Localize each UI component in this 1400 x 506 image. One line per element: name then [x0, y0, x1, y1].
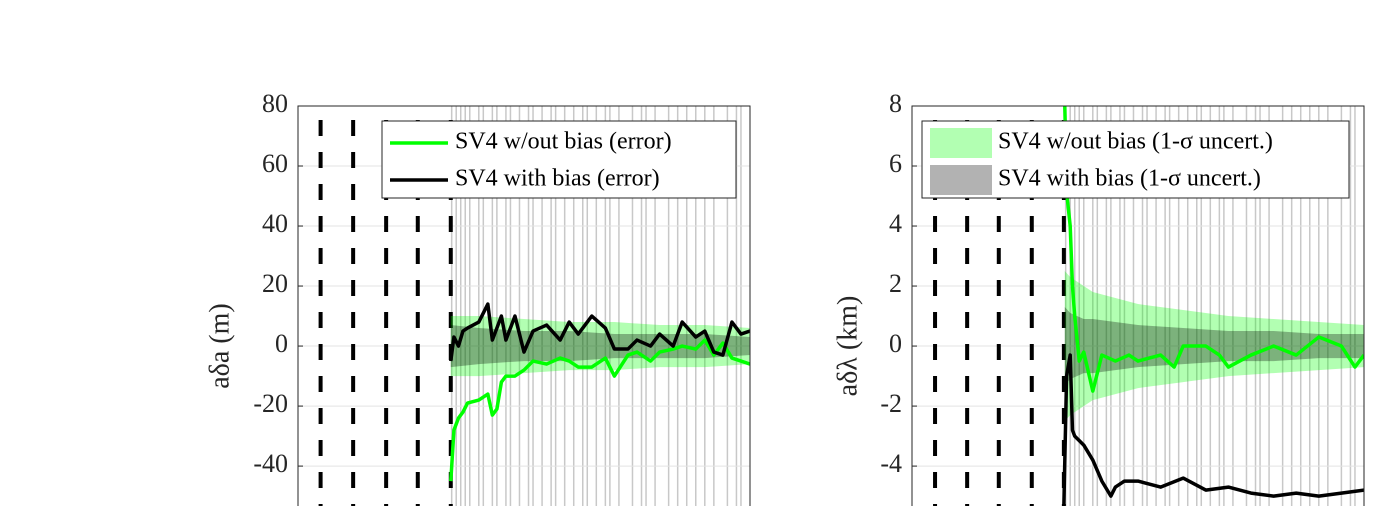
uncertainty-band [450, 316, 750, 377]
legend-label: SV4 w/out bias (1-σ uncert.) [998, 129, 1273, 155]
y-tick-label: -4 [880, 449, 902, 478]
axes-box [297, 105, 751, 506]
y-axis-label: aδa (m) [204, 303, 235, 388]
error-line [1062, 353, 1364, 506]
uncertainty-band [1064, 271, 1364, 422]
legend-label: SV4 with bias (error) [455, 166, 660, 192]
y-axis-label: aδλ (km) [832, 296, 863, 397]
y-tick-label: 4 [889, 209, 902, 238]
legend: SV4 w/out bias (1-σ uncert.) SV4 with bia… [921, 120, 1350, 199]
y-tick-label: 40 [262, 209, 288, 238]
y-tick-label: -40 [253, 449, 288, 478]
error-line [1063, 106, 1364, 393]
axes-box [911, 105, 1365, 506]
y-tick-label: 8 [889, 89, 902, 118]
y-tick-label: 60 [262, 149, 288, 178]
legend-box [381, 120, 737, 199]
y-tick-label: 0 [889, 329, 902, 358]
uncertainty-band [1064, 307, 1364, 386]
y-tick-label: 6 [889, 149, 902, 178]
error-line [449, 302, 750, 362]
y-tick-label: 20 [262, 269, 288, 298]
legend-label: SV4 with bias (1-σ uncert.) [998, 166, 1261, 192]
error-line [449, 338, 750, 482]
y-tick-label: 0 [275, 329, 288, 358]
legend: SV4 w/out bias (error) SV4 with bias (err… [381, 120, 737, 199]
y-tick-label: 80 [262, 89, 288, 118]
legend-box [921, 120, 1350, 199]
legend-swatch [930, 128, 992, 158]
y-tick-label: -20 [253, 389, 288, 418]
uncertainty-band [450, 325, 750, 368]
legend-label: SV4 w/out bias (error) [455, 129, 672, 155]
legend-swatch [930, 165, 992, 195]
y-tick-label: -2 [880, 389, 902, 418]
y-tick-label: 2 [889, 269, 902, 298]
